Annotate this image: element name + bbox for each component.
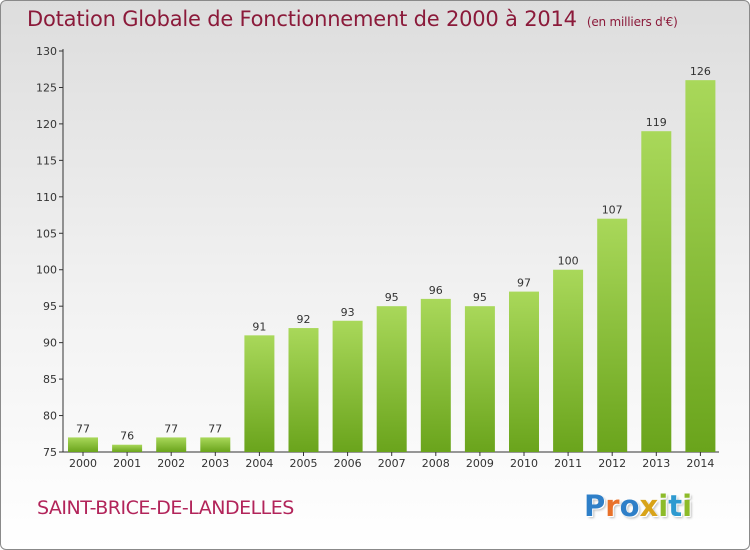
logo-letter: i [682, 489, 693, 523]
commune-name: SAINT-BRICE-DE-LANDELLES [37, 497, 294, 519]
logo-letter: x [639, 489, 659, 523]
bar-2000 [68, 437, 98, 452]
data-label-2009: 95 [473, 291, 487, 304]
data-label-2007: 95 [385, 291, 399, 304]
x-tick-label-2013: 2013 [642, 457, 670, 470]
bar-2013 [641, 131, 672, 452]
x-tick-label-2004: 2004 [245, 457, 273, 470]
data-label-2002: 77 [164, 422, 178, 435]
logo-letter: o [619, 489, 640, 523]
x-tick-label-2011: 2011 [554, 457, 582, 470]
bar-2001 [112, 444, 143, 452]
data-label-2008: 96 [429, 284, 443, 297]
bar-2009 [464, 306, 495, 452]
bar-2011 [553, 269, 584, 452]
y-tick-label: 100 [36, 264, 57, 277]
data-label-2012: 107 [602, 204, 623, 217]
bar-2010 [509, 291, 539, 452]
logo-letter: t [668, 489, 683, 523]
x-tick-label-2012: 2012 [598, 457, 626, 470]
chart-bars: 77 2000 76 2001 77 2002 77 2003 91 2004 92 2005 93 20… [68, 65, 716, 470]
x-tick-label-2014: 2014 [686, 457, 714, 470]
data-label-2010: 97 [517, 277, 531, 290]
x-tick-label-2010: 2010 [510, 457, 538, 470]
x-tick-label-2006: 2006 [334, 457, 362, 470]
y-tick-label: 125 [36, 81, 57, 94]
bar-2007 [376, 306, 407, 452]
x-tick-label-2001: 2001 [113, 457, 141, 470]
chart-title-text: Dotation Globale de Fonctionnement de 20… [27, 7, 577, 31]
logo-letter: P [584, 489, 606, 523]
logo-letter: r [605, 489, 620, 523]
x-tick-label-2003: 2003 [201, 457, 229, 470]
bar-2005 [288, 328, 319, 452]
data-label-2000: 77 [76, 422, 90, 435]
bar-2004 [244, 335, 275, 452]
x-tick-label-2005: 2005 [290, 457, 318, 470]
chart-title: Dotation Globale de Fonctionnement de 20… [27, 7, 678, 31]
y-tick-label: 120 [36, 118, 57, 131]
y-tick-label: 85 [43, 373, 57, 386]
data-label-2004: 91 [252, 320, 266, 333]
x-tick-label-2008: 2008 [422, 457, 450, 470]
x-tick-label-2000: 2000 [69, 457, 97, 470]
chart-axes: 75 80 85 90 95 100 105 110 115 120 125 130 [36, 45, 719, 459]
bar-2008 [420, 298, 451, 452]
y-tick-label: 130 [36, 45, 57, 58]
x-tick-label-2007: 2007 [378, 457, 406, 470]
y-tick-label: 115 [36, 154, 57, 167]
bar-2002 [156, 437, 187, 452]
bar-2003 [200, 437, 231, 452]
data-label-2005: 92 [297, 313, 311, 326]
bar-2012 [597, 218, 628, 452]
data-label-2006: 93 [341, 306, 355, 319]
data-label-2013: 119 [646, 116, 667, 129]
data-label-2014: 126 [690, 65, 711, 78]
bar-2006 [332, 320, 363, 452]
y-tick-label: 75 [43, 446, 57, 459]
bar-2014 [685, 80, 716, 452]
data-label-2001: 76 [120, 430, 134, 443]
data-label-2011: 100 [558, 255, 579, 268]
proxiti-logo: Proxiti [584, 489, 692, 523]
y-tick-label: 90 [43, 337, 57, 350]
chart-unit: (en milliers d'€) [586, 15, 678, 29]
logo-letter: i [658, 489, 669, 523]
y-tick-label: 110 [36, 191, 57, 204]
x-tick-label-2002: 2002 [157, 457, 185, 470]
data-label-2003: 77 [208, 422, 222, 435]
y-tick-label: 80 [43, 410, 57, 423]
y-tick-label: 95 [43, 300, 57, 313]
x-tick-label-2009: 2009 [466, 457, 494, 470]
y-tick-label: 105 [36, 227, 57, 240]
